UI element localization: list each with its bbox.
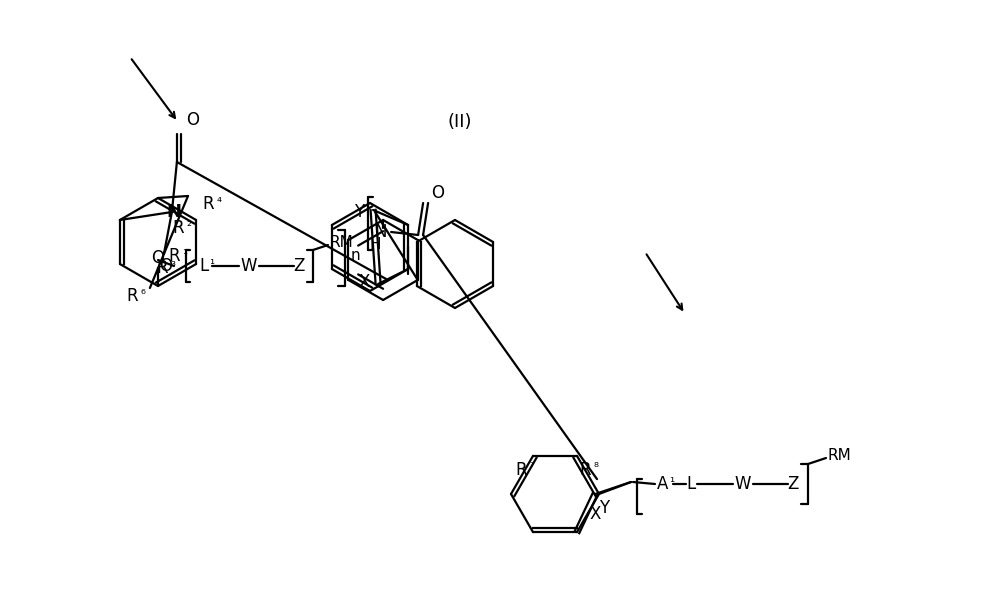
- Text: ₇: ₇: [529, 457, 534, 471]
- Text: Z: Z: [787, 475, 798, 493]
- Text: O: O: [187, 111, 200, 129]
- Text: A: A: [657, 475, 668, 493]
- Text: R: R: [579, 461, 590, 479]
- Text: (II): (II): [448, 113, 473, 131]
- Text: W: W: [734, 475, 751, 493]
- Text: O: O: [160, 257, 173, 275]
- Text: n: n: [351, 247, 361, 263]
- Text: R: R: [126, 287, 138, 305]
- Text: L: L: [686, 475, 695, 493]
- Text: ₁: ₁: [669, 471, 674, 485]
- Text: Y: Y: [354, 203, 365, 221]
- Text: R: R: [156, 259, 168, 277]
- Text: X: X: [359, 273, 370, 291]
- Text: ₂: ₂: [187, 215, 192, 228]
- Text: ₄: ₄: [217, 192, 222, 204]
- Text: R: R: [172, 219, 184, 237]
- Text: N: N: [375, 223, 388, 241]
- Text: X: X: [589, 505, 600, 523]
- Text: R: R: [202, 195, 214, 213]
- Text: ₆: ₆: [141, 283, 145, 296]
- Text: O: O: [432, 184, 445, 202]
- Text: O: O: [152, 249, 165, 267]
- Text: RM: RM: [827, 449, 851, 463]
- Text: H: H: [370, 236, 381, 252]
- Text: ₁: ₁: [183, 244, 188, 256]
- Text: ₁: ₁: [210, 253, 215, 266]
- Text: R: R: [168, 247, 180, 265]
- Text: W: W: [241, 257, 258, 275]
- Text: ₃: ₃: [171, 255, 176, 269]
- Text: L: L: [200, 257, 209, 275]
- Text: ₈: ₈: [593, 457, 598, 471]
- Text: Z: Z: [294, 257, 305, 275]
- Text: N: N: [167, 203, 182, 221]
- Text: RM: RM: [329, 234, 353, 250]
- Text: Y: Y: [599, 499, 609, 517]
- Text: R: R: [515, 461, 526, 479]
